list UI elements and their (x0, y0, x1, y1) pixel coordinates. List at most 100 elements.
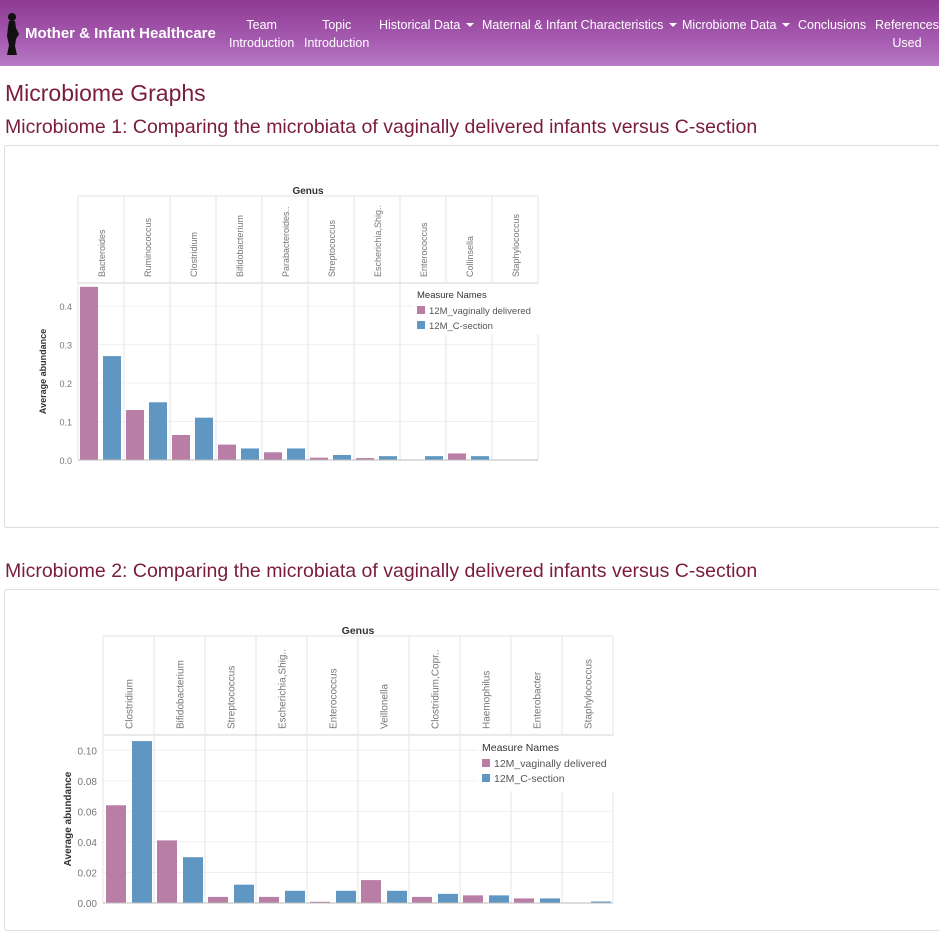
caret-down-icon (466, 23, 475, 27)
y-tick-label: 0.1 (59, 418, 72, 428)
nav-topic-introduction[interactable]: Topic Introduction (304, 16, 369, 52)
nav-references-line2: Used (892, 36, 922, 50)
legend-swatch-12m-vaginally-delivered (417, 306, 425, 314)
legend-swatch-12m-vaginally-delivered (482, 759, 490, 767)
category-label-enterobacter: Enterobacter (533, 671, 544, 729)
y-tick-label: 0.02 (78, 868, 98, 879)
y-tick-label: 0.08 (78, 777, 98, 788)
nav-team-line2: Introduction (229, 36, 295, 50)
legend-swatch-12m-c-section (482, 774, 490, 782)
bar-12m-c-section-bifidobacterium (183, 857, 203, 903)
category-label-bacteroides: Bacteroides (97, 229, 107, 277)
bar-12m-vaginally-delivered-streptococcus (310, 457, 328, 460)
bar-12m-c-section-enterobacter (540, 898, 560, 903)
nav-references-used[interactable]: References Used (875, 16, 939, 52)
bar-12m-c-section-bifidobacterium (241, 448, 259, 460)
bar-12m-vaginally-delivered-enterobacter (514, 898, 534, 903)
category-label-veillonella: Veillonella (380, 684, 391, 729)
category-label-clostridium: Clostridium (189, 232, 199, 277)
bar-12m-vaginally-delivered-ruminococcus (126, 409, 144, 460)
category-label-clostridium: Clostridium (125, 679, 136, 729)
chart-microbiome-2[interactable]: Genus 0.00 0.02 0.04 0.06 0.08 0.10 Average abu… (55, 620, 625, 910)
y-tick-label: 0.4 (59, 302, 72, 312)
category-label-bifidobacterium: Bifidobacterium (235, 215, 245, 277)
bar-12m-vaginally-delivered-streptococcus (208, 896, 228, 903)
y-tick-label: 0.3 (59, 341, 72, 351)
bar-12m-c-section-streptococcus (333, 454, 351, 460)
bar-12m-vaginally-delivered-veillonella (361, 880, 381, 903)
bar-12m-vaginally-delivered-clostridium-copr (412, 896, 432, 903)
nav-topic-line2: Introduction (304, 36, 370, 50)
bar-12m-vaginally-delivered-clostridium (172, 434, 190, 460)
bar-12m-c-section-collinsella (471, 456, 489, 460)
bar-12m-vaginally-delivered-escherichia-shig (259, 896, 279, 903)
y-tick-label: 0.04 (78, 838, 98, 849)
bar-12m-c-section-bacteroides (103, 356, 121, 460)
bar-12m-c-section-ruminococcus (149, 402, 167, 460)
bar-12m-c-section-streptococcus (234, 884, 254, 903)
legend-title: Measure Names (417, 290, 487, 301)
category-label-clostridium-copr: Clostridium,Copr.. (431, 650, 442, 729)
legend-label-12m-vaginally-delivered: 12M_vaginally delivered (429, 306, 531, 317)
section-title-microbiome-1: Microbiome 1: Comparing the microbiata o… (5, 116, 758, 138)
bar-12m-c-section-escherichia-shig (285, 890, 305, 903)
legend-swatch-12m-c-section (417, 321, 425, 329)
legend-box (478, 737, 618, 791)
legend-label-12m-c-section: 12M_C-section (429, 321, 493, 332)
bar-12m-c-section-clostridium (132, 741, 152, 903)
category-label-staphylococcus: Staphylococcus (584, 659, 595, 729)
y-axis-title: Average abundance (63, 771, 74, 866)
nav-references-line1: References (875, 18, 939, 32)
category-label-escherichia-shig: Escherichia,Shig.. (373, 205, 383, 277)
brand-title[interactable]: Mother & Infant Healthcare (25, 25, 216, 42)
category-label-bifidobacterium: Bifidobacterium (176, 660, 187, 729)
y-tick-label: 0.06 (78, 807, 98, 818)
nav-topic-line1: Topic (322, 18, 352, 32)
section-title-microbiome-2: Microbiome 2: Comparing the microbiata o… (5, 560, 758, 582)
nav-microbiome-data-dropdown[interactable]: Microbiome Data (682, 16, 791, 34)
bar-12m-c-section-staphylococcus (591, 901, 611, 903)
nav-microbiome-data-label: Microbiome Data (682, 18, 777, 32)
nav-conclusions-label: Conclusions (798, 18, 867, 32)
bar-12m-vaginally-delivered-bifidobacterium (157, 840, 177, 903)
chart-microbiome-1[interactable]: Genus 0.0 0.1 0.2 0.3 0.4 Average abundance Bac… (30, 180, 550, 470)
caret-down-icon (669, 23, 678, 27)
bar-12m-c-section-clostridium (195, 417, 213, 460)
bar-12m-vaginally-delivered-haemophilus (463, 895, 483, 903)
bar-12m-vaginally-delivered-collinsella (448, 453, 466, 460)
category-label-enterococcus: Enterococcus (329, 668, 340, 729)
page-title: Microbiome Graphs (5, 80, 206, 106)
nav-team-line1: Team (246, 18, 277, 32)
bar-12m-vaginally-delivered-parabacteroides (264, 452, 282, 460)
y-tick-label: 0.2 (59, 379, 72, 389)
legend-title: Measure Names (482, 742, 559, 754)
nav-team-introduction[interactable]: Team Introduction (229, 16, 294, 52)
genus-header: Genus (292, 186, 324, 197)
y-tick-label: 0.0 (59, 456, 72, 466)
bar-12m-c-section-clostridium-copr (438, 893, 458, 903)
bar-12m-vaginally-delivered-bacteroides (80, 286, 98, 460)
category-label-collinsella: Collinsella (465, 236, 475, 277)
nav-maternal-infant-label: Maternal & Infant Characteristics (482, 18, 664, 32)
category-label-ruminococcus: Ruminococcus (143, 217, 153, 277)
bar-12m-c-section-escherichia-shig (379, 456, 397, 460)
bar-12m-c-section-veillonella (387, 890, 407, 903)
bar-12m-vaginally-delivered-enterococcus (310, 901, 330, 903)
legend-label-12m-c-section: 12M_C-section (494, 773, 565, 785)
y-axis-title: Average abundance (38, 329, 48, 414)
legend-label-12m-vaginally-delivered: 12M_vaginally delivered (494, 758, 607, 770)
bar-12m-vaginally-delivered-clostridium (106, 805, 126, 903)
caret-down-icon (782, 23, 791, 27)
nav-historical-data-label: Historical Data (379, 18, 461, 32)
navbar: Mother & Infant Healthcare Team Introduc… (0, 0, 939, 66)
bar-12m-vaginally-delivered-bifidobacterium (218, 444, 236, 460)
y-tick-label: 0.10 (78, 746, 98, 757)
nav-maternal-infant-dropdown[interactable]: Maternal & Infant Characteristics (482, 16, 678, 34)
nav-historical-data-dropdown[interactable]: Historical Data (379, 16, 475, 34)
chart-panel-microbiome-1 (4, 145, 939, 528)
genus-header: Genus (342, 625, 375, 637)
bar-12m-vaginally-delivered-escherichia-shig (356, 458, 374, 460)
bar-12m-c-section-parabacteroides (287, 448, 305, 460)
mother-silhouette-icon[interactable] (3, 12, 21, 56)
nav-conclusions[interactable]: Conclusions (798, 16, 866, 34)
